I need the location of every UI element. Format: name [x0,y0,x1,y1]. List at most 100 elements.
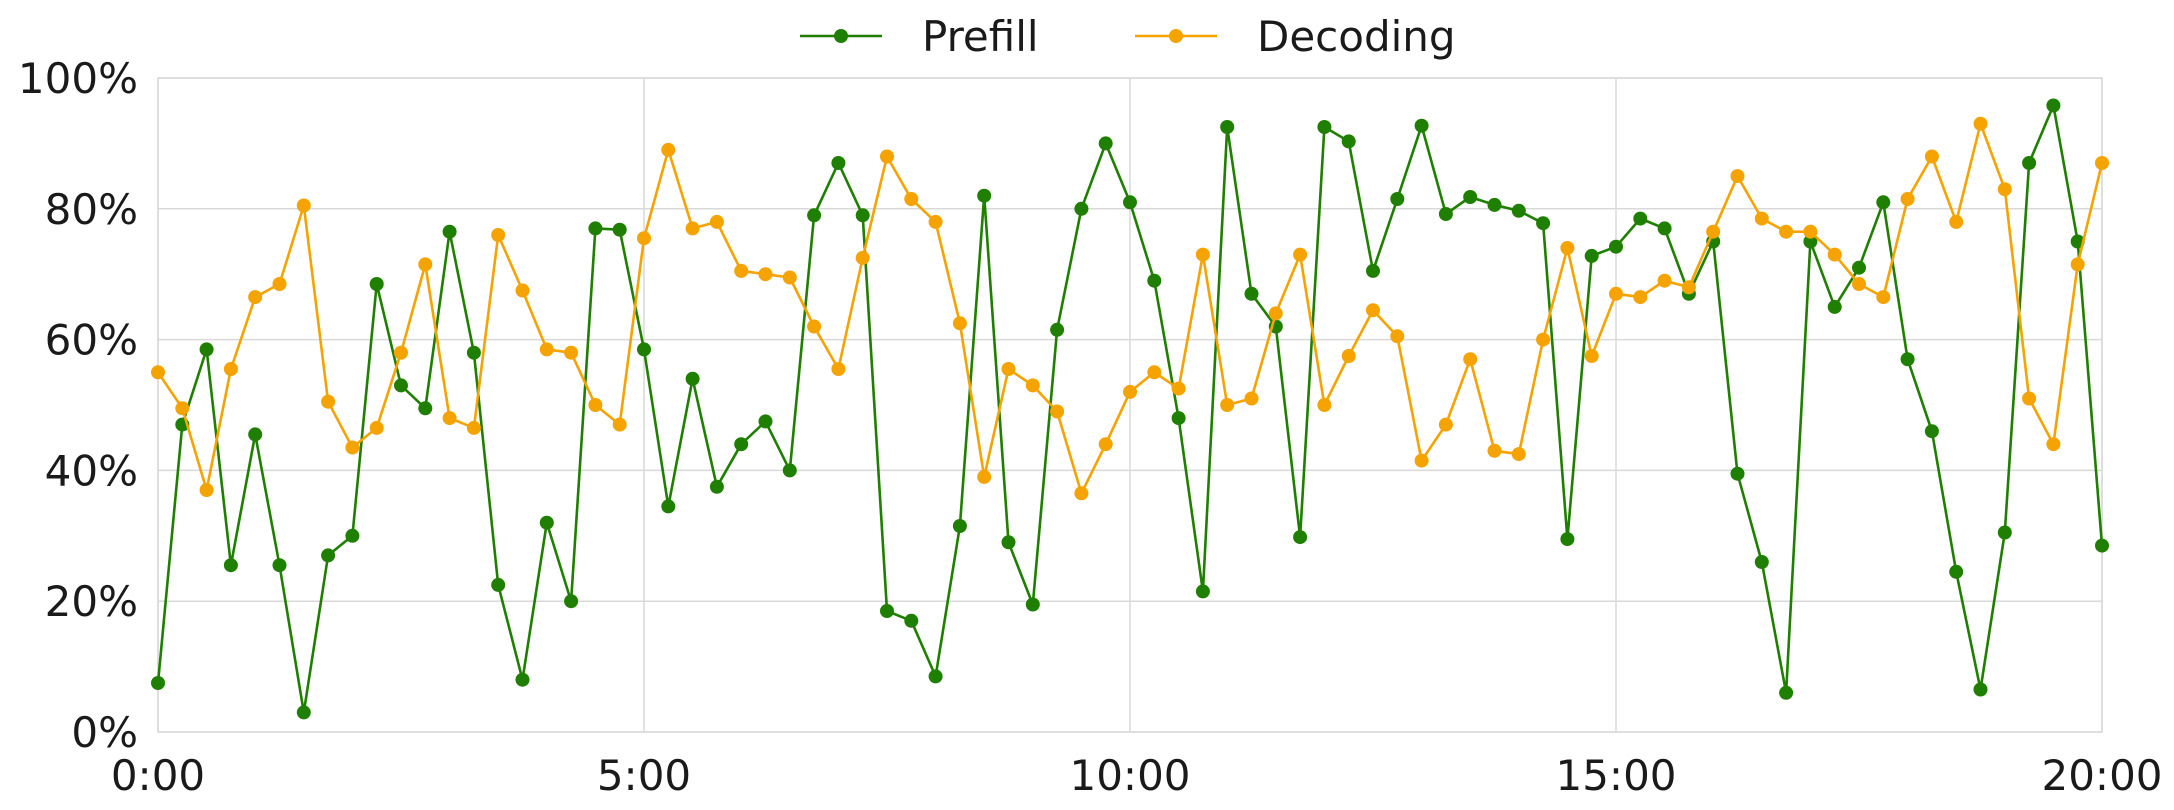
data-point-prefill [1414,118,1429,133]
data-point-prefill [831,156,846,170]
data-point-decoding [1220,398,1235,412]
data-point-decoding [296,198,311,213]
data-point-prefill [418,401,433,416]
data-point-decoding [1609,286,1623,301]
data-point-decoding [1341,349,1356,363]
data-point-decoding [1852,277,1866,291]
data-point-decoding [1560,241,1575,255]
data-point-decoding [539,342,554,357]
data-point-decoding [855,250,870,265]
data-point-prefill [466,345,481,360]
data-point-decoding [442,411,457,426]
data-point-prefill [1973,682,1988,697]
data-point-decoding [345,440,360,455]
data-point-prefill [369,277,384,291]
data-point-prefill [637,342,651,357]
data-point-prefill [1852,260,1866,275]
data-point-decoding [1463,352,1478,367]
data-point-decoding [1001,362,1016,376]
data-point-decoding [1657,273,1672,288]
data-point-decoding [1973,116,1988,131]
data-point-decoding [1997,182,2012,197]
data-point-prefill [1584,248,1599,263]
data-point-decoding [661,142,676,157]
data-point-prefill [709,479,724,494]
data-point-decoding [685,221,700,236]
data-point-prefill [1098,136,1113,151]
data-point-prefill [1779,685,1794,700]
x-tick-label: 20:00 [2041,751,2162,800]
data-point-decoding [515,283,530,298]
data-point-decoding [1293,247,1308,262]
data-point-prefill [685,371,700,386]
data-point-prefill [1293,530,1308,545]
data-point-prefill [515,672,530,687]
data-point-decoding [734,263,749,278]
y-tick-label: 40% [45,446,138,495]
data-point-prefill [1827,299,1842,314]
data-point-prefill [1560,532,1575,547]
data-point-decoding [223,362,238,376]
data-point-decoding [199,483,214,497]
data-point-prefill [442,224,457,239]
data-point-decoding [2095,156,2109,170]
data-point-decoding [1244,391,1259,406]
data-point-prefill [2046,98,2061,113]
data-point-decoding [151,365,165,380]
y-tick-label: 20% [45,577,138,626]
legend-swatch-marker [834,29,848,43]
x-tick-label: 5:00 [597,751,691,800]
data-point-prefill [1317,120,1332,134]
data-point-decoding [1123,384,1137,399]
data-point-prefill [588,221,603,236]
data-point-prefill [1511,203,1526,218]
data-point-decoding [637,231,651,246]
data-point-decoding [321,394,336,409]
data-point-prefill [661,499,676,514]
data-point-prefill [296,705,311,720]
data-point-decoding [880,149,894,164]
data-point-prefill [1390,192,1405,206]
data-point-prefill [1463,190,1478,204]
data-point-prefill [952,519,967,533]
data-point-decoding [831,362,846,376]
data-point-decoding [2022,391,2037,406]
data-point-decoding [758,267,773,282]
data-point-decoding [612,417,627,432]
data-point-prefill [1195,584,1210,599]
data-point-decoding [1147,365,1162,380]
series-decoding [151,116,2109,501]
data-point-decoding [1438,417,1453,432]
y-tick-label: 100% [18,54,138,103]
data-point-decoding [272,277,287,291]
data-point-prefill [1803,234,1818,249]
data-point-prefill [1900,352,1915,367]
data-point-decoding [1317,398,1332,412]
data-point-prefill [782,463,797,478]
data-point-prefill [248,427,263,442]
data-point-decoding [175,401,190,416]
data-point-decoding [1366,303,1380,318]
y-tick-label: 80% [45,185,138,234]
x-axis-tick-labels: 0:00 5:00 10:00 15:00 20:00 [111,751,2163,800]
data-point-prefill [2095,538,2109,553]
data-point-decoding [1924,149,1939,164]
data-point-decoding [1900,192,1915,206]
data-point-decoding [369,420,384,435]
data-point-decoding [1827,247,1842,262]
data-point-decoding [1025,378,1040,393]
data-point-prefill [1171,411,1186,426]
data-point-prefill [1730,466,1745,481]
data-point-decoding [977,469,992,484]
data-point-decoding [1511,447,1526,462]
data-point-prefill [491,577,506,592]
data-point-prefill [1924,424,1939,439]
data-point-decoding [1633,290,1648,305]
data-point-prefill [223,558,238,573]
data-point-prefill [2022,156,2037,170]
data-point-decoding [1536,332,1551,347]
data-point-prefill [807,208,822,223]
data-point-decoding [1803,224,1818,239]
data-point-prefill [1609,239,1623,254]
